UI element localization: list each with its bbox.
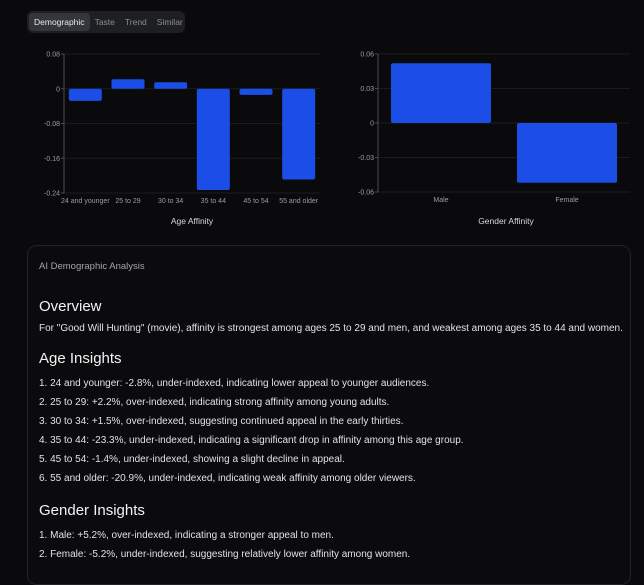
age-insight-item: 3. 30 to 34: +1.5%, over-indexed, sugges…	[39, 416, 404, 427]
bar[interactable]	[68, 88, 102, 101]
y-tick-label: -0.03	[358, 155, 374, 162]
y-tick-label: 0	[370, 121, 374, 128]
bar[interactable]	[196, 88, 230, 190]
x-tick-label: 24 and younger	[61, 198, 110, 205]
age-affinity-title: Age Affinity	[170, 216, 214, 226]
y-tick-label: -0.24	[44, 191, 60, 198]
view-tabs: Demographic Taste Trend Similar	[27, 11, 185, 33]
gender-insight-item: 1. Male: +5.2%, over-indexed, indicating…	[39, 530, 334, 541]
bar[interactable]	[154, 82, 188, 89]
tab-demographic[interactable]: Demographic	[29, 13, 90, 31]
bar[interactable]	[239, 88, 273, 95]
x-tick-label: 45 to 54	[243, 198, 268, 205]
x-tick-label: 55 and older	[279, 198, 319, 205]
bar[interactable]	[517, 123, 617, 183]
age-insight-item: 6. 55 and older: -20.9%, under-indexed, …	[39, 473, 416, 484]
age-insight-item: 1. 24 and younger: -2.8%, under-indexed,…	[39, 378, 430, 389]
age-insights-heading: Age Insights	[39, 350, 122, 367]
y-tick-label: 0.03	[360, 86, 374, 93]
age-insight-item: 5. 45 to 54: -1.4%, under-indexed, showi…	[39, 454, 345, 465]
overview-heading: Overview	[39, 298, 102, 315]
y-tick-label: 0.06	[360, 52, 374, 59]
gender-affinity-plot: 0.06 0.03 0 -0.03 -0.06 Male Female	[358, 52, 630, 204]
tab-similar[interactable]: Similar	[156, 17, 183, 27]
gender-insights-heading: Gender Insights	[39, 502, 145, 519]
gender-insight-item: 2. Female: -5.2%, under-indexed, suggest…	[39, 549, 411, 560]
tab-taste[interactable]: Taste	[94, 17, 115, 27]
y-tick-label: -0.16	[44, 156, 60, 163]
tab-trend[interactable]: Trend	[124, 17, 147, 27]
age-affinity-chart: 0.08 0 -0.08 -0.16 -0.24 24 and younger 25 to …	[0, 40, 330, 210]
x-tick-label: 35 to 44	[201, 198, 226, 205]
bar[interactable]	[282, 88, 316, 180]
y-tick-label: 0.08	[46, 52, 60, 59]
gender-affinity-title: Gender Affinity	[478, 216, 534, 226]
overview-text: For "Good Will Hunting" (movie), affinit…	[39, 323, 623, 334]
x-tick-label: 25 to 29	[115, 198, 140, 205]
gender-affinity-chart: 0.06 0.03 0 -0.03 -0.06 Male Female	[330, 40, 644, 210]
bar[interactable]	[391, 63, 491, 123]
bar[interactable]	[111, 79, 145, 89]
ai-analysis-card: AI Demographic Analysis Overview For "Go…	[27, 245, 631, 585]
x-tick-label: Female	[555, 197, 578, 204]
y-tick-label: -0.08	[44, 121, 60, 128]
analysis-label: AI Demographic Analysis	[39, 261, 145, 272]
x-tick-label: 30 to 34	[158, 198, 183, 205]
age-insight-item: 2. 25 to 29: +2.2%, over-indexed, indica…	[39, 397, 390, 408]
y-tick-label: 0	[56, 86, 60, 93]
x-tick-label: Male	[433, 197, 448, 204]
age-insight-item: 4. 35 to 44: -23.3%, under-indexed, indi…	[39, 435, 464, 446]
y-tick-label: -0.06	[358, 190, 374, 197]
